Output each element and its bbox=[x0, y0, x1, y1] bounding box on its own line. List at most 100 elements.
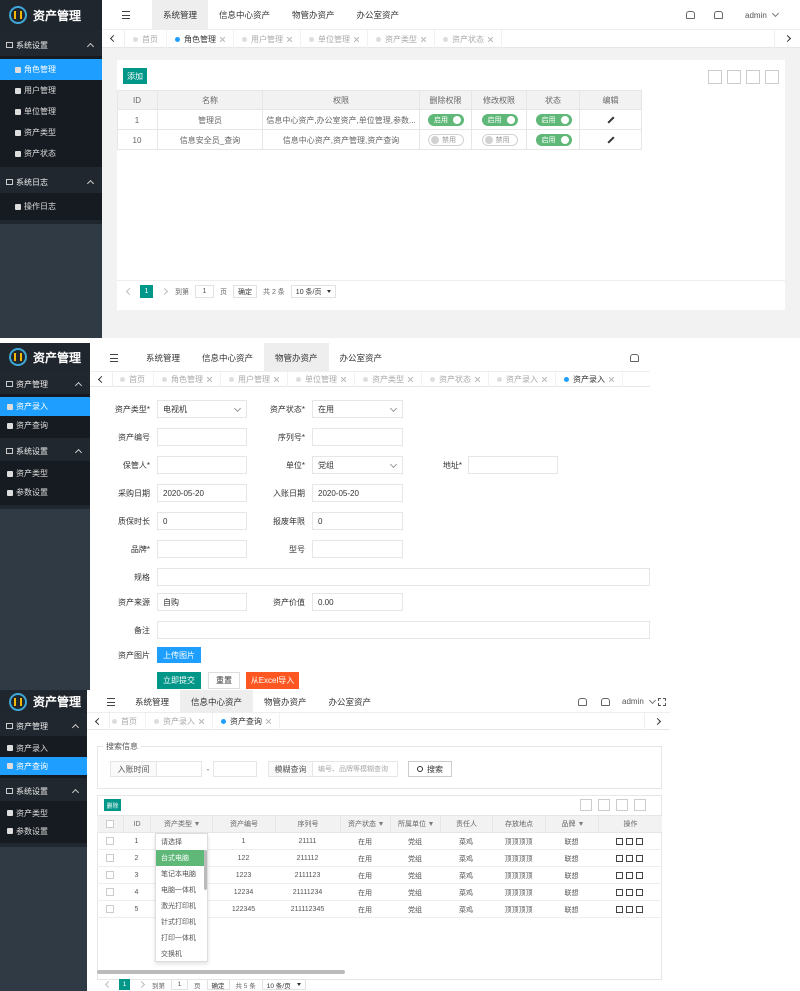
menu-item[interactable]: 资产类型 bbox=[16, 469, 48, 478]
row-action-icon[interactable] bbox=[636, 872, 643, 879]
table-tool[interactable] bbox=[727, 70, 741, 84]
tab-title[interactable]: 资产状态 bbox=[452, 34, 484, 44]
switch-label[interactable]: 启用 bbox=[541, 137, 556, 144]
row-action-icon[interactable] bbox=[626, 906, 633, 913]
tab-close[interactable] bbox=[199, 719, 204, 724]
form-select[interactable]: 在用 bbox=[312, 400, 403, 418]
dropdown-option[interactable]: 交换机 bbox=[161, 951, 182, 958]
row-action-icon[interactable] bbox=[616, 889, 623, 896]
menu-item[interactable]: 资产查询 bbox=[16, 421, 48, 430]
page-input[interactable]: 1 bbox=[171, 979, 188, 990]
switch-label[interactable]: 禁用 bbox=[495, 137, 510, 144]
menu-item[interactable]: 用户管理 bbox=[24, 86, 56, 95]
table-tool[interactable] bbox=[746, 70, 760, 84]
toolbar-icon[interactable] bbox=[630, 353, 639, 362]
table-tool[interactable] bbox=[580, 799, 592, 811]
form-input[interactable]: 0 bbox=[312, 512, 403, 530]
user-name[interactable]: admin bbox=[622, 697, 644, 706]
menu-toggle[interactable] bbox=[122, 11, 130, 19]
menu-item[interactable]: 资产类型 bbox=[16, 808, 48, 818]
form-input[interactable]: 0 bbox=[157, 512, 247, 530]
tab-title[interactable]: 资产录入 bbox=[573, 375, 605, 384]
page-tab[interactable]: 用户管理 bbox=[221, 372, 288, 387]
tab-close[interactable] bbox=[266, 719, 271, 724]
menu-group[interactable]: 系统日志 bbox=[16, 177, 48, 187]
menu-item[interactable]: 操作日志 bbox=[24, 202, 56, 211]
table-tool[interactable] bbox=[616, 799, 628, 811]
tab-close[interactable] bbox=[354, 36, 359, 42]
row-action-icon[interactable] bbox=[616, 906, 623, 913]
row-action-icon[interactable] bbox=[626, 872, 633, 879]
page-next[interactable] bbox=[159, 285, 169, 298]
top-tab[interactable]: 办公室资产 bbox=[356, 10, 400, 20]
page-prev[interactable] bbox=[124, 285, 134, 298]
page-size[interactable]: 10 条/页 bbox=[290, 285, 337, 298]
menu-group[interactable]: 资产管理 bbox=[16, 721, 48, 731]
checkbox[interactable] bbox=[106, 905, 114, 913]
dropdown-option[interactable]: 打印一体机 bbox=[161, 935, 196, 942]
page-tab[interactable]: 资产录入 bbox=[146, 713, 213, 730]
checkbox[interactable] bbox=[106, 854, 114, 862]
tab-title[interactable]: 用户管理 bbox=[238, 375, 270, 384]
tab-title[interactable]: 资产类型 bbox=[372, 375, 404, 384]
page-tab[interactable]: 资产状态 bbox=[422, 372, 489, 387]
tab-close[interactable] bbox=[220, 36, 225, 42]
menu-item[interactable]: 参数设置 bbox=[16, 826, 48, 836]
dropdown-option[interactable]: 台式电脑 bbox=[156, 850, 204, 866]
page-confirm[interactable]: 确定 bbox=[233, 285, 257, 298]
form-input[interactable]: 2020-05-20 bbox=[312, 484, 403, 502]
tab-close[interactable] bbox=[609, 377, 614, 382]
tab-title[interactable]: 首页 bbox=[142, 34, 158, 44]
dropdown-option[interactable]: 电脑一体机 bbox=[161, 887, 196, 894]
page-tab[interactable]: 单位管理 bbox=[288, 372, 355, 387]
form-button[interactable]: 立即提交 bbox=[157, 672, 201, 689]
tab-title[interactable]: 角色管理 bbox=[184, 34, 216, 44]
toolbar-icon[interactable] bbox=[686, 11, 695, 19]
form-select[interactable]: 党组 bbox=[312, 456, 403, 474]
form-input[interactable] bbox=[157, 456, 247, 474]
page-tab[interactable]: 资产状态 bbox=[435, 30, 502, 48]
tab-close[interactable] bbox=[274, 377, 279, 382]
filter-icon[interactable] bbox=[429, 822, 433, 826]
row-action-icon[interactable] bbox=[636, 906, 643, 913]
tab-close[interactable] bbox=[475, 377, 480, 382]
table-tool[interactable] bbox=[634, 799, 646, 811]
page-size-text[interactable]: 10 条/页 bbox=[295, 288, 322, 296]
checkbox[interactable] bbox=[106, 820, 114, 828]
page-tab[interactable]: 资产录入 bbox=[556, 372, 623, 387]
menu-item[interactable]: 资产录入 bbox=[0, 397, 90, 416]
row-action-icon[interactable] bbox=[626, 855, 633, 862]
switch-label[interactable]: 启用 bbox=[434, 117, 448, 124]
tab-title[interactable]: 用户管理 bbox=[251, 34, 283, 44]
menu-group[interactable]: 系统设置 bbox=[16, 40, 48, 50]
page-tab[interactable]: 角色管理 bbox=[154, 372, 221, 387]
top-tab[interactable]: 信息中心资产 bbox=[219, 10, 271, 20]
dropdown-option[interactable]: 激光打印机 bbox=[161, 903, 196, 910]
menu-item[interactable]: 资产录入 bbox=[16, 743, 48, 753]
page-size-text[interactable]: 10 条/页 bbox=[266, 982, 291, 990]
page-tab[interactable]: 首页 bbox=[104, 713, 146, 730]
form-input[interactable]: 自购 bbox=[157, 593, 247, 611]
menu-toggle[interactable] bbox=[110, 353, 118, 362]
checkbox[interactable] bbox=[106, 871, 114, 879]
date-input[interactable] bbox=[213, 761, 257, 777]
page-input[interactable]: 1 bbox=[195, 285, 214, 298]
form-button[interactable]: 重置 bbox=[208, 672, 240, 689]
switch-label[interactable]: 禁用 bbox=[442, 137, 456, 144]
row-action-icon[interactable] bbox=[636, 889, 643, 896]
tab-title[interactable]: 资产状态 bbox=[439, 375, 471, 384]
menu-item[interactable]: 单位管理 bbox=[24, 107, 56, 116]
page-current[interactable]: 1 bbox=[119, 979, 130, 990]
page-size[interactable]: 10 条/页 bbox=[261, 979, 306, 990]
row-action-icon[interactable] bbox=[626, 838, 633, 845]
toolbar-icon[interactable] bbox=[714, 11, 723, 19]
page-tab[interactable]: 首页 bbox=[112, 372, 154, 387]
tab-title[interactable]: 首页 bbox=[129, 375, 145, 384]
upload-button[interactable]: 上传图片 bbox=[157, 647, 201, 663]
add-button[interactable]: 添加 bbox=[123, 68, 147, 84]
tab-close[interactable] bbox=[542, 377, 547, 382]
date-input[interactable] bbox=[157, 761, 202, 777]
menu-group[interactable]: 系统设置 bbox=[16, 446, 48, 456]
tab-close[interactable] bbox=[408, 377, 413, 382]
top-tab[interactable]: 信息中心资产 bbox=[202, 352, 254, 363]
